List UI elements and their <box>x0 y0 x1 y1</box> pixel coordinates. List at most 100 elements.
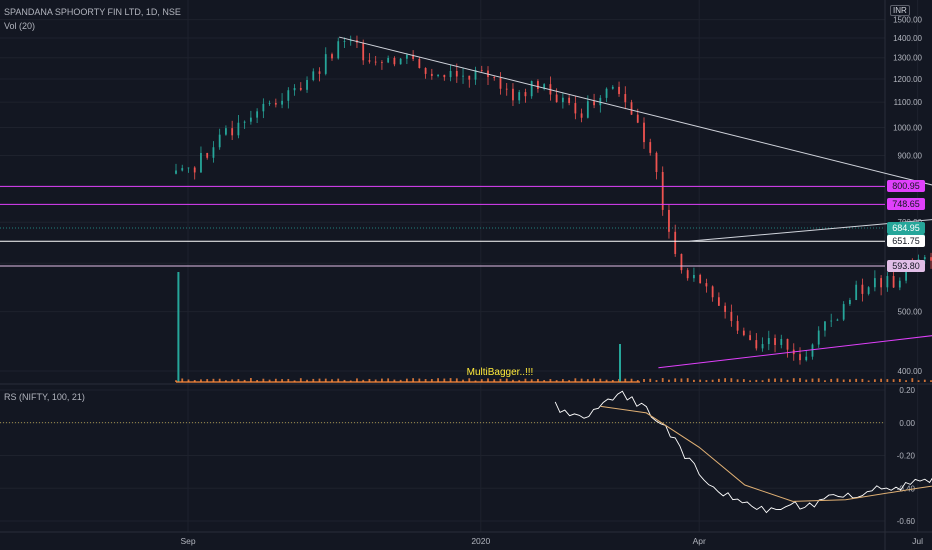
price-tick-label: 1000.00 <box>893 123 922 132</box>
volume-bar <box>593 378 595 382</box>
candle-body <box>181 168 184 171</box>
volume-bar <box>755 379 758 382</box>
time-tick-label: Sep <box>180 536 195 546</box>
volume-bar <box>374 379 377 382</box>
symbol-title[interactable]: SPANDANA SPHOORTY FIN LTD, 1D, NSE <box>4 7 181 17</box>
time-axis: Sep2020AprJulOct2021AprJulOct2022Apr <box>180 536 923 546</box>
currency-button[interactable]: INR <box>890 5 910 16</box>
volume-bar <box>443 378 446 382</box>
volume-bar <box>636 380 639 382</box>
candle-body <box>530 81 533 97</box>
volume-bar <box>274 378 277 382</box>
volume-bar <box>873 379 876 382</box>
volume-bar <box>599 378 602 382</box>
candle-body <box>724 305 727 312</box>
price-tick-label: 1300.00 <box>893 54 922 63</box>
candle-body <box>518 92 521 101</box>
rs-indicator-label[interactable]: RS (NIFTY, 100, 21) <box>4 392 85 402</box>
volume-bar <box>749 380 751 382</box>
candle-body <box>898 280 901 288</box>
rs-tick-label: -0.20 <box>897 452 916 461</box>
candle-body <box>742 330 745 336</box>
volume-bar <box>799 378 801 382</box>
volume-bar <box>493 379 496 382</box>
volume-bar <box>437 378 439 382</box>
candle-body <box>905 265 907 281</box>
candle-body <box>799 354 801 361</box>
volume-bar <box>349 380 352 382</box>
candle-body <box>761 344 764 349</box>
volume-bar <box>705 380 708 382</box>
candle-body <box>243 121 246 123</box>
volume-bar <box>299 378 302 382</box>
candle-body <box>524 92 527 97</box>
trendline <box>339 36 932 186</box>
volume-bar <box>200 379 202 382</box>
rs-tick-label: -0.40 <box>897 484 916 493</box>
volume-bar <box>430 379 433 382</box>
candle-body <box>599 97 602 106</box>
candle-body <box>256 111 259 118</box>
rs-tick-label: 0.20 <box>899 386 915 395</box>
volume-bar <box>505 378 508 382</box>
candle-body <box>381 62 383 63</box>
price-level-label: 748.65 <box>887 198 925 211</box>
candle-body <box>437 74 439 76</box>
volume-bar <box>892 379 895 382</box>
trendline <box>689 219 932 242</box>
candle-body <box>443 74 446 78</box>
candle-body <box>480 70 483 71</box>
candle-body <box>711 286 714 298</box>
volume-bar <box>680 378 683 382</box>
volume-bar <box>649 378 652 382</box>
volume-bar <box>661 378 664 382</box>
volume-bar <box>524 378 527 382</box>
candle-body <box>343 41 346 42</box>
candle-body <box>268 103 271 104</box>
candle-body <box>886 276 889 288</box>
annotation-text: MultiBagger..!!! <box>467 367 534 378</box>
candle-body <box>362 42 365 61</box>
volume-bar <box>405 378 408 382</box>
candle-body <box>923 257 926 260</box>
volume-bar <box>175 380 177 382</box>
volume-bar <box>561 379 564 382</box>
price-tick-label: 1500.00 <box>893 16 922 25</box>
candle-body <box>618 86 620 95</box>
candle-body <box>212 147 215 158</box>
candle-body <box>630 102 633 115</box>
volume-bar <box>786 379 789 382</box>
volume-bar <box>212 378 215 382</box>
volume-bar <box>306 379 308 382</box>
volume-bar <box>218 378 221 382</box>
volume-bar <box>337 378 340 382</box>
trendline <box>658 335 932 369</box>
candle-body <box>805 356 808 361</box>
candle-body <box>736 321 739 331</box>
volume-bar <box>586 379 589 382</box>
candle-body <box>387 57 390 63</box>
volume-bar <box>449 378 452 382</box>
candle-body <box>811 344 814 357</box>
candle-body <box>767 338 770 345</box>
volume-label[interactable]: Vol (20) <box>4 21 36 31</box>
candle-body <box>730 311 733 322</box>
candle-body <box>643 122 645 143</box>
candle-body <box>424 68 427 74</box>
time-tick-label: Apr <box>693 536 706 546</box>
volume-bar <box>412 378 415 382</box>
candle-body <box>175 170 177 174</box>
volume-bar <box>717 378 720 382</box>
price-tick-label: 1200.00 <box>893 75 922 84</box>
volume-bar <box>356 378 358 382</box>
volume-bar <box>268 379 271 382</box>
volume-bar <box>480 379 483 382</box>
candle-body <box>200 152 202 173</box>
volume-bar <box>780 378 783 382</box>
volume-bar <box>898 378 901 382</box>
volume-bar <box>668 379 670 382</box>
volume-bar <box>499 378 502 382</box>
volume-bar <box>774 378 776 382</box>
volume-bar <box>549 379 552 382</box>
